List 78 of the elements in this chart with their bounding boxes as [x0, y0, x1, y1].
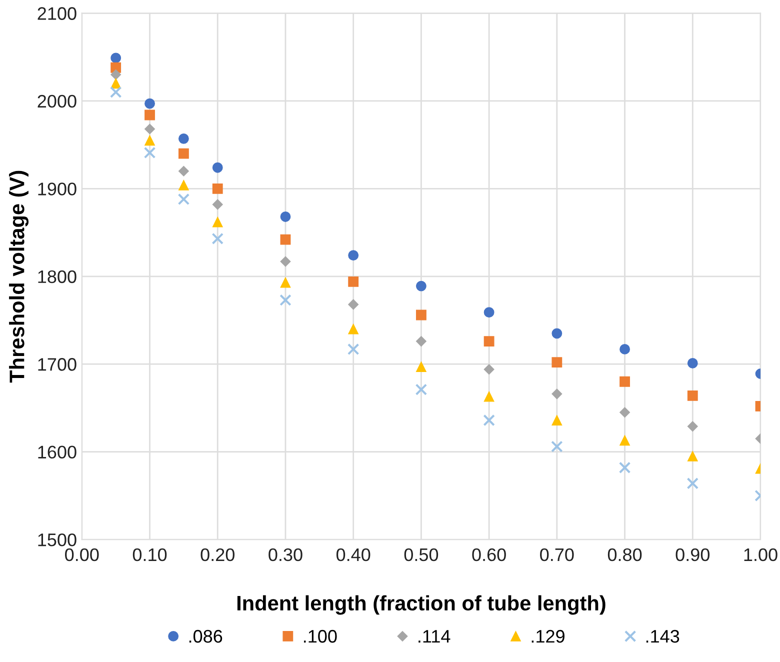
point — [687, 421, 698, 432]
point — [212, 183, 223, 194]
point — [484, 364, 494, 375]
point — [484, 391, 494, 402]
x-tick-label: 0.90 — [676, 548, 710, 562]
point — [280, 212, 291, 222]
point — [178, 180, 189, 190]
point — [687, 390, 698, 401]
point — [416, 362, 426, 372]
legend-label: .129 — [532, 630, 564, 643]
legend-label: .143 — [646, 630, 680, 643]
point — [484, 307, 494, 318]
point — [212, 216, 223, 228]
point — [416, 310, 426, 320]
y-tick-label: 2000 — [38, 94, 76, 108]
x-tick-label: 0.30 — [268, 548, 302, 562]
point — [110, 69, 122, 80]
point — [144, 146, 156, 159]
x-axis-title: Indent length (fraction of tube length) — [237, 595, 606, 615]
point — [416, 336, 426, 347]
y-tick-label: 1900 — [38, 182, 76, 196]
point — [144, 98, 155, 109]
x-tick-label: 0.60 — [472, 548, 506, 562]
point — [620, 435, 630, 446]
point — [620, 407, 630, 418]
point — [280, 256, 291, 267]
point — [618, 462, 631, 474]
y-tick-label: 1800 — [38, 270, 76, 284]
y-axis-title: Threshold voltage (V) — [9, 170, 29, 383]
x-tick-label: 0.00 — [65, 548, 99, 562]
point — [483, 414, 495, 426]
x-tick-label: 0.10 — [132, 548, 167, 562]
x-tick-label: 0.80 — [608, 548, 642, 562]
point — [347, 343, 360, 356]
x-tick-label: 0.50 — [404, 548, 438, 562]
point — [280, 277, 291, 288]
point — [686, 477, 699, 490]
x-tick-label: 0.20 — [200, 548, 234, 562]
point — [348, 299, 359, 310]
point — [348, 250, 359, 261]
point — [552, 388, 562, 400]
point — [212, 232, 224, 245]
legend-label: .100 — [304, 630, 337, 643]
x-tick-label: 1.00 — [744, 548, 778, 562]
point — [144, 110, 155, 120]
point — [687, 358, 698, 368]
point — [348, 324, 359, 334]
point — [178, 193, 190, 206]
point — [687, 450, 698, 462]
point — [110, 52, 122, 64]
point — [178, 166, 189, 176]
point — [416, 280, 426, 292]
point — [110, 86, 122, 98]
point — [620, 376, 630, 387]
y-tick-label: 1500 — [38, 533, 76, 546]
point — [178, 133, 189, 144]
point — [212, 162, 223, 173]
point — [415, 384, 428, 396]
point — [212, 199, 223, 210]
legend-label: .086 — [189, 630, 222, 643]
y-tick-label: 1700 — [38, 358, 76, 371]
point — [484, 336, 494, 347]
point — [552, 415, 562, 426]
point — [144, 124, 156, 134]
point — [280, 294, 292, 306]
point — [620, 344, 630, 354]
x-tick-label: 0.70 — [540, 548, 574, 562]
point — [178, 148, 189, 159]
point — [348, 276, 359, 287]
point — [552, 357, 562, 368]
point — [551, 440, 563, 452]
legend-label: .114 — [418, 630, 450, 643]
point — [552, 328, 562, 339]
x-tick-label: 0.40 — [336, 548, 370, 562]
y-tick-label: 1600 — [38, 446, 76, 459]
point — [144, 135, 155, 146]
point — [280, 234, 291, 245]
y-tick-label: 2100 — [38, 7, 76, 20]
